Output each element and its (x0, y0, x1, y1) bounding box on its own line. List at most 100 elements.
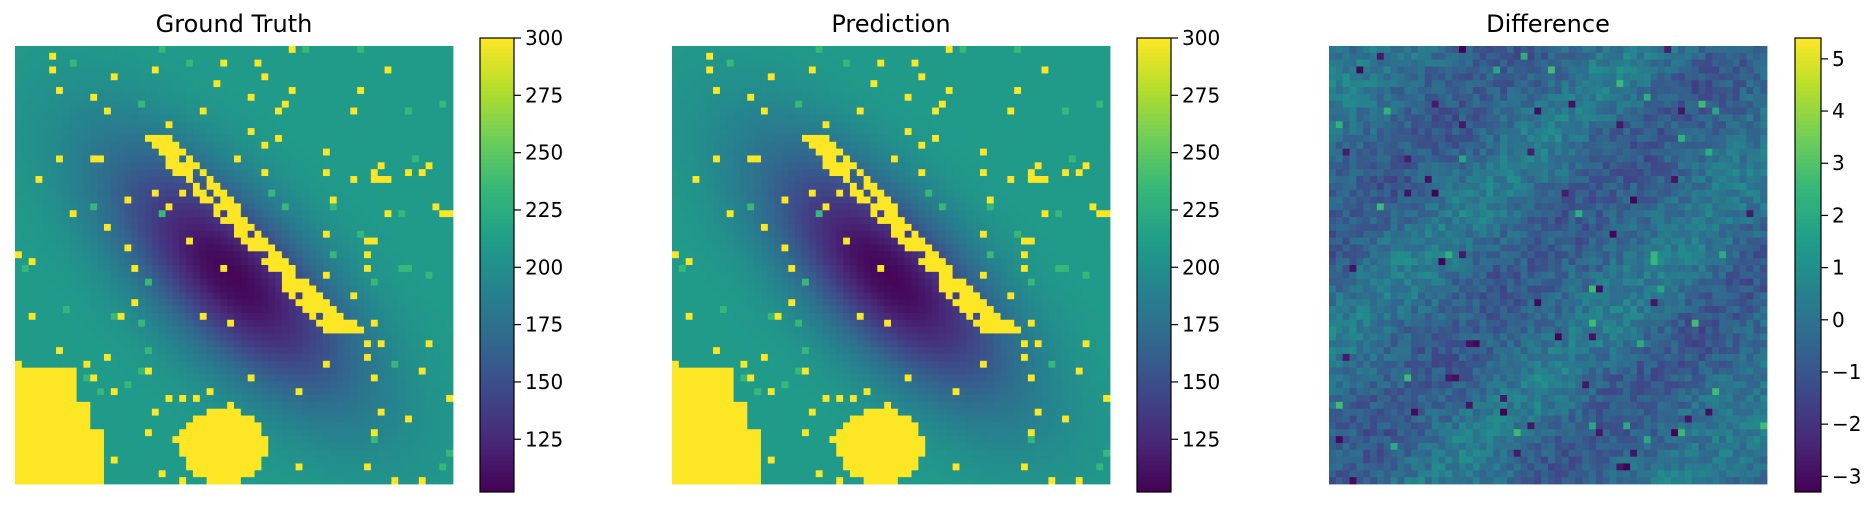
heatmap-cell (1034, 59, 1042, 67)
heatmap-cell (275, 107, 283, 115)
heatmap-cell (62, 367, 71, 375)
heatmap-cell (364, 59, 372, 67)
heatmap-cell (316, 299, 324, 307)
heatmap-cell (966, 73, 974, 81)
heatmap-cell (370, 134, 379, 143)
heatmap-cell (357, 196, 365, 204)
heatmap-cell (254, 162, 262, 170)
heatmap-cell (110, 148, 119, 156)
heatmap-cell (145, 223, 153, 232)
heatmap-cell (911, 114, 919, 122)
heatmap-cell (42, 374, 50, 382)
heatmap-cell (329, 333, 338, 341)
heatmap-cell (131, 121, 139, 129)
colorbar-segment (480, 457, 514, 463)
heatmap-cell (117, 271, 125, 280)
heatmap-cell (959, 93, 967, 102)
heatmap-cell (432, 148, 440, 156)
heatmap-cell (275, 217, 283, 225)
heatmap-cell (275, 415, 283, 423)
colorbar-segment (480, 83, 514, 88)
heatmap-cell (350, 388, 358, 396)
heatmap-cell (391, 182, 399, 191)
heatmap-cell (370, 449, 379, 458)
heatmap-cell (240, 196, 249, 204)
heatmap-cell (295, 477, 303, 485)
heatmap-cell (247, 107, 255, 115)
heatmap-cell (28, 210, 36, 218)
heatmap-cell (904, 66, 912, 74)
heatmap-cell (62, 265, 71, 273)
colorbar-segment (480, 177, 514, 183)
heatmap-cell (35, 422, 43, 430)
heatmap-cell (76, 285, 84, 293)
heatmap-cell (145, 141, 153, 150)
heatmap-cell (49, 196, 57, 204)
heatmap-cell (220, 66, 228, 74)
heatmap-cell (172, 415, 180, 423)
heatmap-cell (254, 66, 262, 74)
heatmap-cell (733, 87, 741, 95)
heatmap-cell (247, 333, 255, 341)
heatmap-cell (678, 46, 687, 54)
heatmap-cell (227, 93, 235, 102)
heatmap-cell (97, 66, 105, 74)
heatmap-cell (56, 80, 64, 88)
heatmap-cell (863, 80, 871, 88)
heatmap-cell (432, 128, 440, 136)
heatmap-cell (418, 306, 427, 314)
heatmap-cell (370, 155, 379, 163)
heatmap-cell (192, 340, 201, 348)
heatmap-cell (432, 141, 440, 150)
heatmap-cell (425, 477, 433, 485)
heatmap-cell (206, 381, 214, 389)
heatmap-cell (247, 128, 255, 136)
heatmap-cell (103, 395, 112, 403)
heatmap-cell (76, 299, 84, 307)
heatmap-cell (275, 134, 283, 143)
heatmap-cell (56, 299, 64, 307)
heatmap-cell (322, 367, 331, 375)
heatmap-cell (808, 46, 817, 54)
heatmap-cell (117, 442, 125, 451)
heatmap-cell (309, 162, 317, 170)
heatmap-cell (398, 278, 406, 286)
heatmap-cell (1068, 66, 1077, 74)
heatmap-cell (398, 436, 406, 444)
heatmap-cell (870, 87, 878, 95)
heatmap-cell (35, 258, 43, 266)
heatmap-cell (138, 353, 146, 362)
heatmap-cell (281, 244, 290, 252)
colorbar-segment (480, 416, 514, 421)
heatmap-cell (97, 100, 105, 108)
heatmap-cell (35, 244, 43, 252)
heatmap-cell (377, 210, 385, 218)
heatmap-cell (56, 442, 64, 451)
heatmap-cell (439, 442, 447, 451)
heatmap-cell (398, 477, 406, 485)
heatmap-cell (131, 114, 139, 122)
heatmap-cell (117, 299, 125, 307)
heatmap-cell (309, 223, 317, 232)
heatmap-cell (405, 347, 413, 355)
heatmap-cell (405, 271, 413, 280)
heatmap-cell (411, 312, 420, 321)
heatmap-cell (158, 312, 166, 321)
heatmap-cell (145, 203, 153, 211)
heatmap-cell (856, 107, 865, 115)
heatmap-cell (411, 230, 420, 239)
heatmap-cell (76, 148, 84, 156)
heatmap-cell (760, 46, 769, 54)
heatmap-cell (411, 326, 420, 334)
heatmap-cell (254, 52, 262, 61)
heatmap-cell (774, 100, 782, 108)
heatmap-cell (261, 429, 269, 437)
heatmap-cell (377, 93, 385, 102)
heatmap-cell (322, 258, 331, 266)
heatmap-cell (268, 381, 276, 389)
heatmap-cell (145, 312, 153, 321)
heatmap-cell (15, 87, 23, 95)
heatmap-cell (295, 388, 303, 396)
colorbar-segment (480, 299, 514, 304)
heatmap-cell (21, 114, 30, 122)
